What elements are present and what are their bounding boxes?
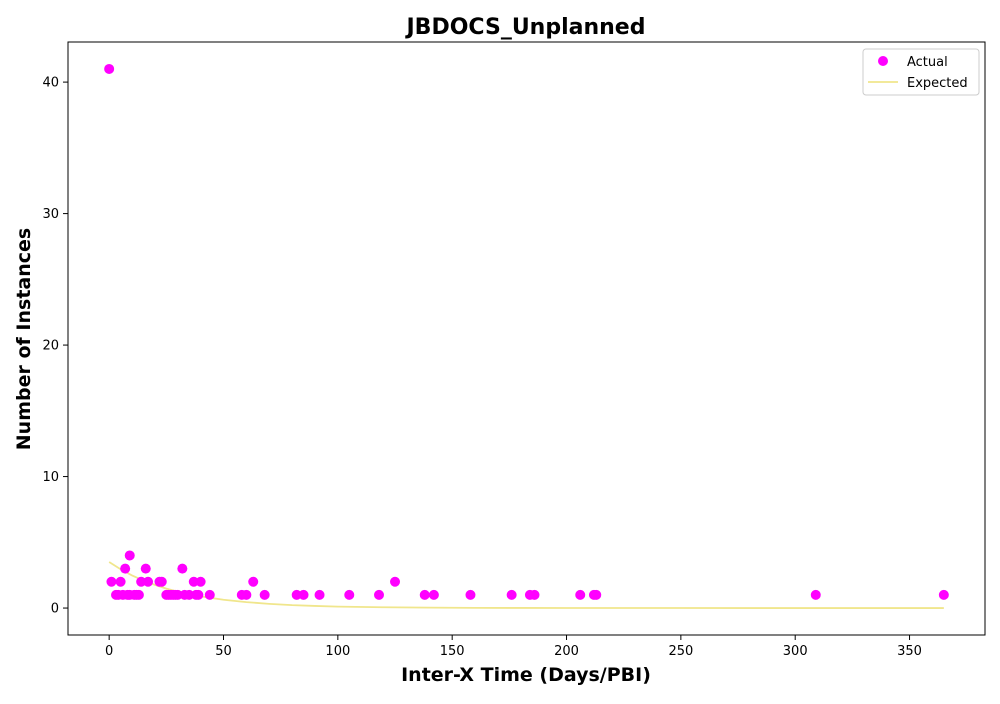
actual-data-point <box>193 589 204 600</box>
actual-data-point <box>136 576 147 587</box>
x-tick-label: 50 <box>215 644 232 659</box>
actual-data-point <box>938 589 949 600</box>
y-tick-label: 0 <box>51 602 59 617</box>
actual-data-point <box>390 576 401 587</box>
y-axis: 0 10 20 30 40 <box>42 76 68 617</box>
x-axis-label: Inter-X Time (Days/PBI) <box>401 664 651 686</box>
actual-data-point <box>124 550 135 561</box>
actual-data-point <box>120 563 131 574</box>
actual-data-point <box>177 563 188 574</box>
plot-area <box>104 63 949 609</box>
actual-data-point <box>104 63 115 74</box>
legend-actual-label: Actual <box>907 55 948 70</box>
actual-data-point <box>259 589 270 600</box>
actual-data-point <box>172 589 183 600</box>
y-axis-label: Number of Instances <box>13 228 35 450</box>
x-tick-label: 150 <box>440 644 465 659</box>
legend-actual-marker <box>878 56 888 66</box>
x-tick-label: 100 <box>325 644 350 659</box>
plot-frame <box>67 41 986 636</box>
actual-data-point <box>195 576 206 587</box>
actual-data-point <box>591 589 602 600</box>
x-tick-label: 350 <box>897 644 922 659</box>
actual-data-point <box>291 589 302 600</box>
actual-data-point <box>419 589 430 600</box>
actual-data-point <box>140 563 151 574</box>
actual-data-point <box>374 589 384 600</box>
actual-data-point <box>188 576 199 587</box>
actual-data-point <box>428 589 439 600</box>
actual-data-point <box>106 576 117 587</box>
x-tick-label: 200 <box>554 644 579 659</box>
actual-data-point <box>529 589 540 600</box>
y-tick-label: 20 <box>42 339 59 354</box>
y-tick-label: 10 <box>42 470 59 485</box>
chart-title: JBDOCS_Unplanned <box>405 15 646 40</box>
actual-data-point <box>298 589 309 600</box>
actual-data-point <box>810 589 821 600</box>
y-tick-label: 40 <box>42 76 59 91</box>
actual-data-point <box>314 589 325 600</box>
x-axis: 0 50 100 150 200 250 300 350 <box>105 635 922 659</box>
legend-box <box>862 48 980 96</box>
x-tick-label: 300 <box>783 644 808 659</box>
actual-data-point <box>115 576 126 587</box>
actual-data-point <box>344 589 355 600</box>
actual-data-point <box>156 576 167 587</box>
actual-data-point <box>248 576 259 587</box>
x-tick-label: 0 <box>105 644 113 659</box>
actual-data-point <box>143 576 154 587</box>
actual-data-point <box>465 589 476 600</box>
legend: Actual Expected <box>862 48 980 96</box>
actual-data-point <box>506 589 517 600</box>
legend-expected-label: Expected <box>907 76 968 91</box>
actual-data-point <box>204 589 215 600</box>
actual-data-point <box>133 589 144 600</box>
y-tick-label: 30 <box>42 207 59 222</box>
x-tick-label: 250 <box>668 644 693 659</box>
actual-data-point <box>241 589 252 600</box>
actual-data-point <box>575 589 586 600</box>
actual-data-point <box>184 589 195 600</box>
